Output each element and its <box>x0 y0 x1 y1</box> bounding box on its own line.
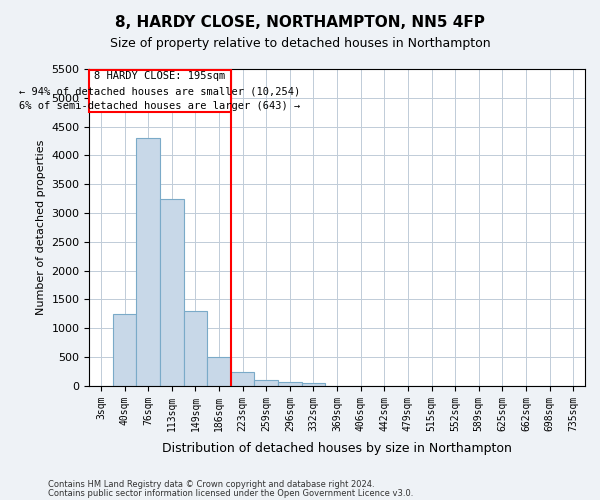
Text: 8 HARDY CLOSE: 195sqm
← 94% of detached houses are smaller (10,254)
6% of semi-d: 8 HARDY CLOSE: 195sqm ← 94% of detached … <box>19 72 301 111</box>
Y-axis label: Number of detached properties: Number of detached properties <box>36 140 46 315</box>
Bar <box>302 383 325 386</box>
Bar <box>254 380 278 386</box>
Bar <box>278 382 302 386</box>
Bar <box>89 70 231 112</box>
Text: Contains HM Land Registry data © Crown copyright and database right 2024.: Contains HM Land Registry data © Crown c… <box>48 480 374 489</box>
Bar <box>231 372 254 386</box>
Bar <box>207 357 231 386</box>
X-axis label: Distribution of detached houses by size in Northampton: Distribution of detached houses by size … <box>162 442 512 455</box>
Text: Contains public sector information licensed under the Open Government Licence v3: Contains public sector information licen… <box>48 488 413 498</box>
Text: 8, HARDY CLOSE, NORTHAMPTON, NN5 4FP: 8, HARDY CLOSE, NORTHAMPTON, NN5 4FP <box>115 15 485 30</box>
Bar <box>113 314 136 386</box>
Bar <box>160 198 184 386</box>
Bar <box>136 138 160 386</box>
Bar <box>184 311 207 386</box>
Text: Size of property relative to detached houses in Northampton: Size of property relative to detached ho… <box>110 38 490 51</box>
